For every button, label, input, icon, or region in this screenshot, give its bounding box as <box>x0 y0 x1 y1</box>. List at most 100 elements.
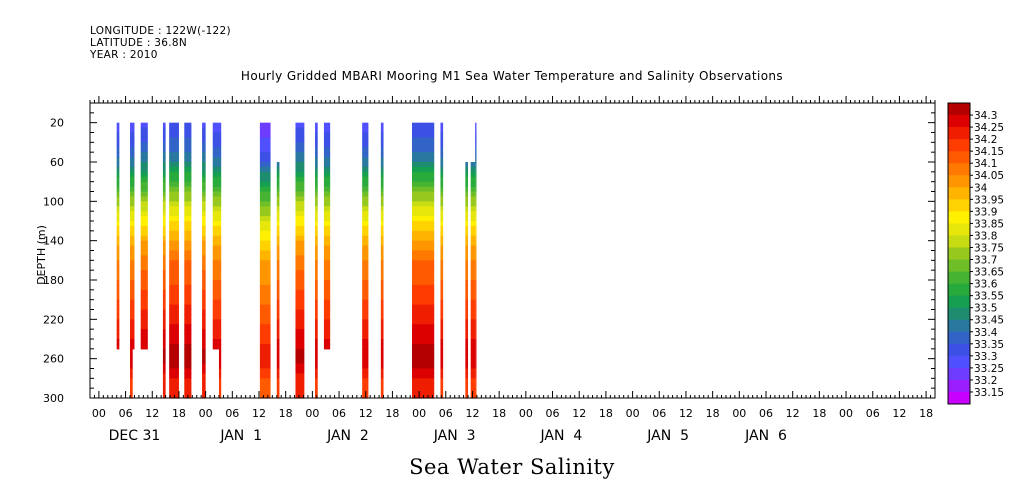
salinity-cell <box>411 152 435 158</box>
salinity-cell <box>218 176 222 183</box>
salinity-cell <box>130 206 135 212</box>
salinity-cell <box>362 142 369 148</box>
salinity-cell <box>202 191 206 198</box>
salinity-cell <box>130 388 133 394</box>
salinity-cell <box>218 299 222 306</box>
data-column <box>130 348 133 399</box>
salinity-cell <box>465 334 469 340</box>
salinity-cell <box>202 147 206 153</box>
salinity-cell <box>323 270 331 276</box>
salinity-cell <box>411 319 435 325</box>
salinity-cell <box>470 388 476 394</box>
salinity-cell <box>380 265 384 271</box>
salinity-cell <box>465 304 469 311</box>
salinity-cell <box>259 280 271 286</box>
salinity-cell <box>323 280 331 286</box>
salinity-cell <box>411 201 435 207</box>
salinity-cell <box>315 255 318 261</box>
salinity-cell <box>212 191 219 198</box>
salinity-cell <box>116 211 120 217</box>
salinity-cell <box>130 358 133 365</box>
salinity-cell <box>162 373 166 379</box>
salinity-cell <box>218 393 222 399</box>
salinity-cell <box>140 225 148 232</box>
salinity-cell <box>362 132 369 139</box>
salinity-cell <box>140 260 148 266</box>
salinity-cell <box>212 319 219 325</box>
salinity-cell <box>470 368 476 375</box>
salinity-cell <box>276 284 280 291</box>
x-tick-label: 00 <box>305 407 319 420</box>
salinity-cell <box>202 157 206 163</box>
salinity-cell <box>411 221 435 227</box>
salinity-cell <box>184 358 192 365</box>
salinity-cell <box>202 378 206 384</box>
salinity-cell <box>202 166 206 173</box>
salinity-cell <box>323 162 331 168</box>
salinity-cell <box>162 196 166 202</box>
salinity-cell <box>470 221 476 227</box>
salinity-cell <box>218 294 222 301</box>
x-tick-label: 06 <box>546 407 560 420</box>
salinity-cell <box>440 166 444 173</box>
salinity-cell <box>259 388 271 394</box>
salinity-cell <box>315 329 318 335</box>
salinity-cell <box>162 230 166 237</box>
salinity-cell <box>130 383 133 389</box>
salinity-cell <box>162 162 166 168</box>
salinity-cell <box>212 294 219 301</box>
salinity-cell <box>323 211 331 217</box>
salinity-cell <box>169 245 179 252</box>
salinity-cell <box>315 270 318 276</box>
salinity-cell <box>380 245 384 252</box>
salinity-cell <box>184 211 192 217</box>
salinity-cell <box>411 275 435 281</box>
salinity-cell <box>212 304 219 311</box>
salinity-cell <box>465 255 469 261</box>
salinity-cell <box>380 294 384 301</box>
salinity-cell <box>169 275 179 281</box>
colorbar-label: 33.95 <box>974 194 1004 206</box>
salinity-cell <box>295 284 305 291</box>
salinity-cell <box>202 280 206 286</box>
salinity-cell <box>465 324 469 330</box>
salinity-cell <box>475 289 477 296</box>
salinity-cell <box>295 260 305 266</box>
salinity-cell <box>116 314 120 320</box>
salinity-cell <box>162 299 166 306</box>
salinity-cell <box>440 353 444 360</box>
salinity-cell <box>202 299 206 306</box>
salinity-cell <box>218 319 222 325</box>
salinity-cell <box>323 191 331 198</box>
salinity-cell <box>218 157 222 163</box>
salinity-cell <box>202 353 206 360</box>
salinity-cell <box>202 127 206 134</box>
salinity-cell <box>259 314 271 320</box>
salinity-cell <box>140 132 148 139</box>
salinity-cell <box>162 265 166 271</box>
salinity-cell <box>380 353 384 360</box>
salinity-cell <box>411 240 435 247</box>
salinity-cell <box>465 201 469 207</box>
salinity-cell <box>411 250 435 257</box>
salinity-cell <box>218 147 222 153</box>
salinity-cell <box>411 181 435 188</box>
salinity-cell <box>465 211 469 217</box>
salinity-cell <box>212 186 219 193</box>
salinity-cell <box>184 230 192 237</box>
salinity-cell <box>169 127 179 134</box>
salinity-cell <box>440 304 444 311</box>
salinity-cell <box>440 265 444 271</box>
salinity-cell <box>465 250 469 257</box>
salinity-cell <box>116 240 120 247</box>
salinity-cell <box>475 358 477 365</box>
salinity-cell <box>295 176 305 183</box>
salinity-cell <box>202 245 206 252</box>
salinity-cell <box>169 221 179 227</box>
salinity-cell <box>411 378 435 384</box>
salinity-cell <box>169 152 179 158</box>
salinity-cell <box>276 191 280 198</box>
salinity-cell <box>411 363 435 370</box>
colorbar-label: 33.3 <box>974 351 997 363</box>
salinity-cell <box>380 176 384 183</box>
